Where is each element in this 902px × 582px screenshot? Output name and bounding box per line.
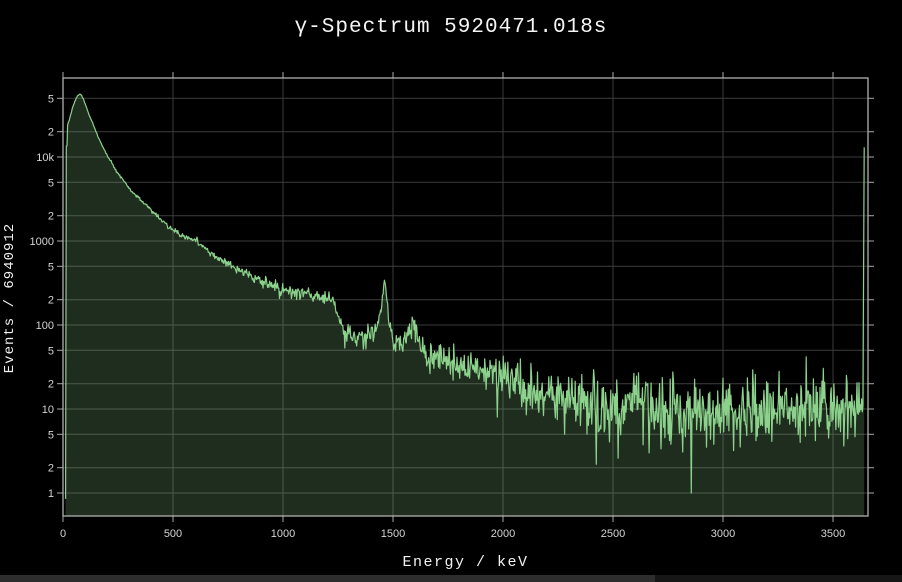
y-tick-label: 5 [48,345,54,357]
y-tick-label: 2 [48,127,54,139]
y-tick-label: 5 [48,93,54,105]
y-tick-label: 100 [36,320,54,332]
y-tick-label: 2 [48,463,54,475]
y-tick-label: 5 [48,261,54,273]
x-tick-label: 0 [60,528,66,540]
x-tick-label: 2000 [491,528,515,540]
y-tick-label: 1000 [30,236,54,248]
y-tick-label: 1 [48,488,54,500]
x-tick-label: 1500 [381,528,405,540]
x-tick-label: 1000 [271,528,295,540]
y-tick-label: 10 [42,404,54,416]
y-tick-label: 10k [36,152,54,164]
spectrum-area-fill [65,94,865,516]
y-tick-label: 5 [48,429,54,441]
y-tick-label: 2 [48,379,54,391]
x-tick-label: 3000 [711,528,735,540]
scrollbar-thumb[interactable] [0,575,655,582]
x-axis-title: Energy / keV [402,554,529,571]
x-tick-label: 3500 [821,528,845,540]
spectrum-trace[interactable] [65,93,865,499]
chart-title: γ-Spectrum 5920471.018s [294,16,608,39]
y-tick-label: 2 [48,211,54,223]
x-tick-label: 2500 [601,528,625,540]
y-tick-label: 5 [48,177,54,189]
plot-border [62,77,869,517]
horizontal-scrollbar[interactable] [0,575,902,582]
x-tick-label: 500 [164,528,182,540]
y-tick-label: 2 [48,295,54,307]
